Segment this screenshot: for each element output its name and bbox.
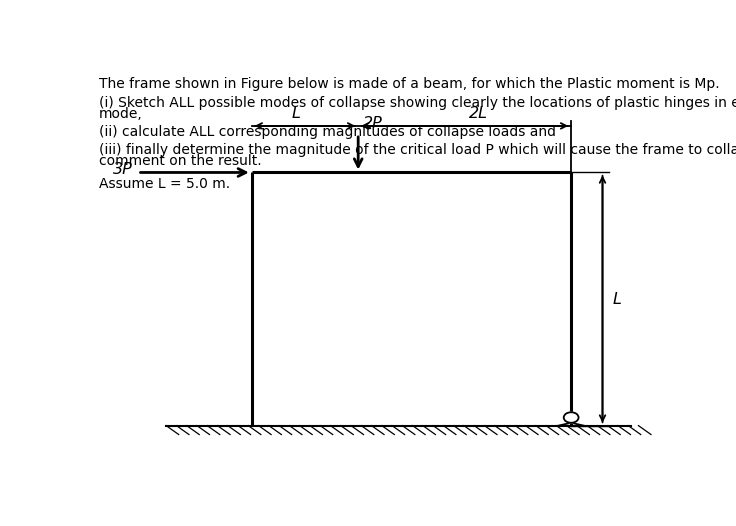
Text: L: L	[292, 106, 301, 121]
Text: (iii) finally determine the magnitude of the critical load P which will cause th: (iii) finally determine the magnitude of…	[99, 143, 736, 157]
Text: 2P: 2P	[363, 116, 383, 131]
Circle shape	[564, 412, 578, 423]
Text: comment on the result.: comment on the result.	[99, 154, 261, 168]
Text: Assume L = 5.0 m.: Assume L = 5.0 m.	[99, 177, 230, 191]
Text: 3P: 3P	[113, 161, 133, 177]
Text: The frame shown in Figure below is made of a beam, for which the Plastic moment : The frame shown in Figure below is made …	[99, 77, 720, 92]
Text: 2L: 2L	[470, 106, 489, 121]
Text: mode,: mode,	[99, 107, 143, 121]
Text: (ii) calculate ALL corresponding magnitudes of collapse loads and: (ii) calculate ALL corresponding magnitu…	[99, 125, 556, 139]
Text: (i) Sketch ALL possible modes of collapse showing clearly the locations of plast: (i) Sketch ALL possible modes of collaps…	[99, 96, 736, 109]
Text: L: L	[613, 291, 622, 307]
